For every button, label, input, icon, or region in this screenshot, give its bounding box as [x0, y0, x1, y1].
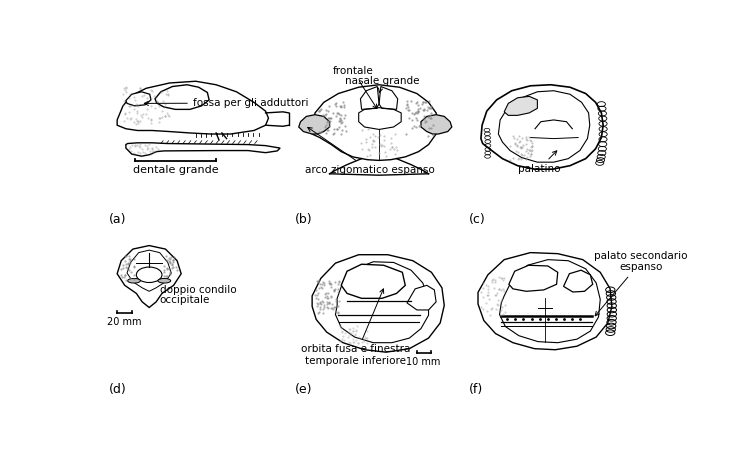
- Circle shape: [137, 267, 162, 282]
- Text: 20 mm: 20 mm: [107, 317, 142, 327]
- Polygon shape: [407, 285, 436, 310]
- Text: dentale grande: dentale grande: [132, 165, 219, 175]
- Ellipse shape: [158, 278, 170, 283]
- Polygon shape: [421, 115, 452, 134]
- Polygon shape: [341, 264, 406, 298]
- Text: (d): (d): [108, 383, 126, 396]
- Text: palatino: palatino: [518, 151, 560, 174]
- Polygon shape: [504, 96, 538, 115]
- Text: nasale grande: nasale grande: [345, 76, 420, 92]
- Polygon shape: [563, 270, 593, 292]
- Text: arco zigomatico espanso: arco zigomatico espanso: [305, 128, 434, 175]
- Text: palato secondario
espanso: palato secondario espanso: [595, 250, 688, 316]
- Text: (a): (a): [108, 213, 126, 225]
- Text: (e): (e): [294, 383, 312, 396]
- Text: orbita fusa e finestra
temporale inferiore: orbita fusa e finestra temporale inferio…: [301, 289, 411, 366]
- Text: (c): (c): [469, 213, 486, 225]
- Ellipse shape: [128, 278, 140, 283]
- Polygon shape: [126, 92, 151, 106]
- Text: fossa per gli adduttori: fossa per gli adduttori: [144, 98, 309, 108]
- Polygon shape: [299, 115, 330, 134]
- Text: frontale: frontale: [333, 66, 377, 109]
- Text: (b): (b): [294, 213, 312, 225]
- Text: doppio condilo: doppio condilo: [160, 286, 237, 295]
- Text: 10 mm: 10 mm: [406, 357, 441, 367]
- Polygon shape: [155, 85, 209, 109]
- Text: (f): (f): [469, 383, 484, 396]
- Polygon shape: [509, 265, 558, 291]
- Text: occipitale: occipitale: [160, 295, 210, 305]
